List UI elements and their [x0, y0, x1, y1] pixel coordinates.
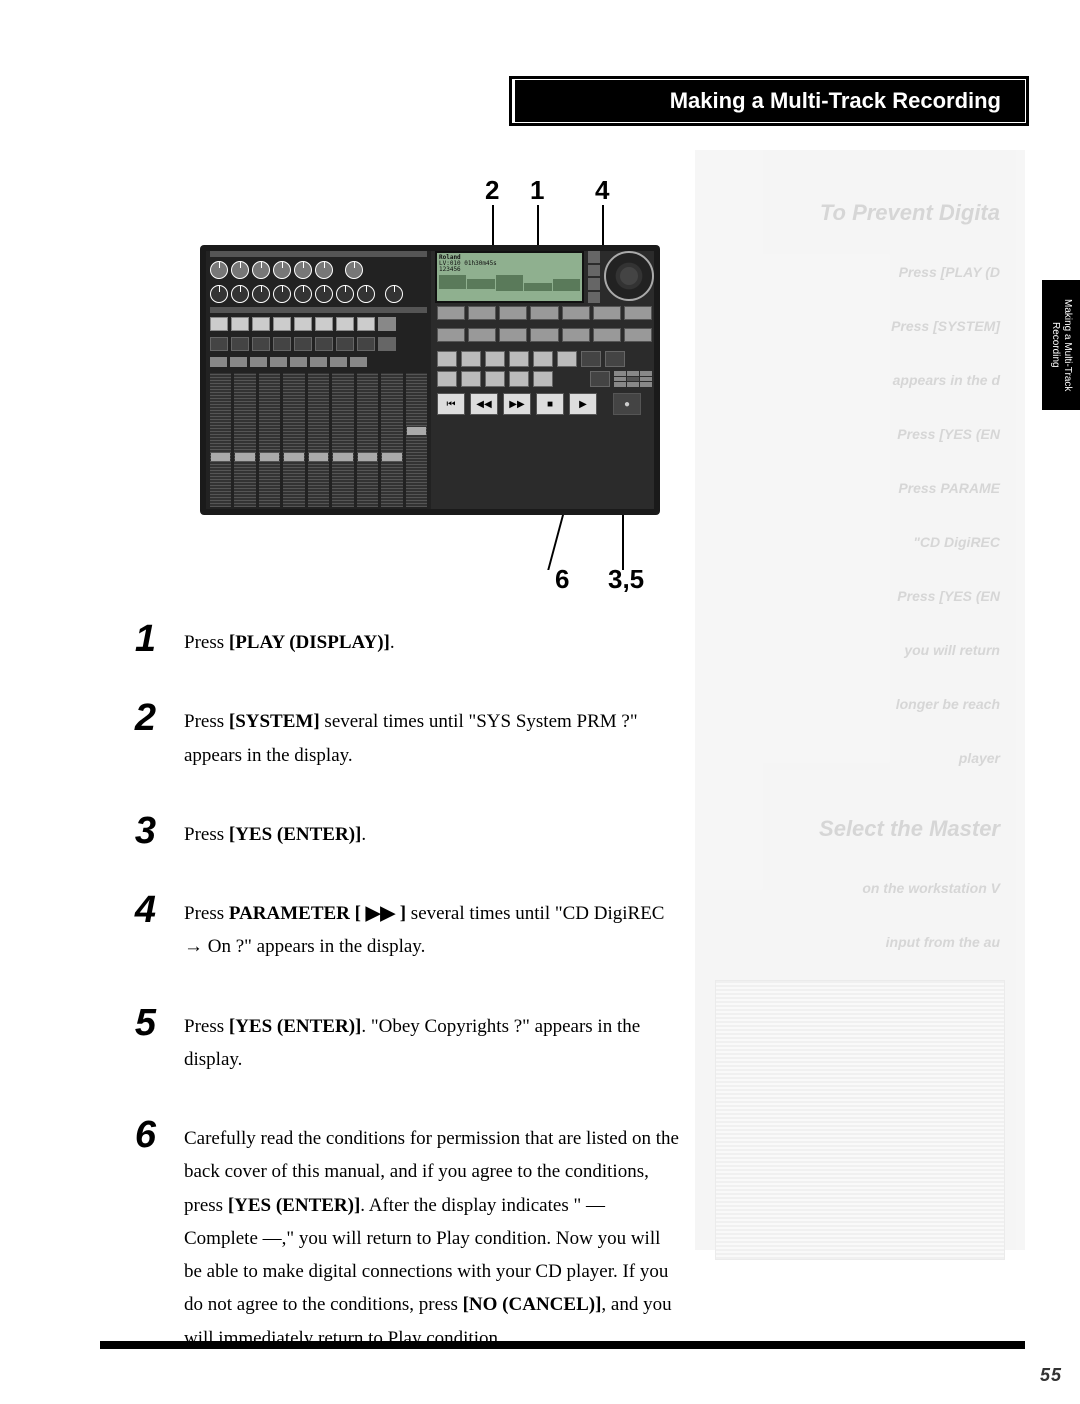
step-body: Press [SYSTEM] several times until "SYS … [184, 699, 680, 772]
play-icon: ▶ [569, 393, 597, 415]
section-header: Making a Multi-Track Recording [515, 80, 1025, 122]
mixer-section [206, 251, 431, 509]
transport-controls: ⏮ ◀◀ ▶▶ ■ ▶ ● [437, 393, 652, 415]
footer-rule [100, 1341, 1025, 1349]
lcd-display: Roland LV:010 01h30m45s 123456 [435, 251, 584, 303]
ghost-device-image [715, 980, 1005, 1260]
step-number: 2 [120, 699, 156, 737]
step-body: Press [PLAY (DISPLAY)]. [184, 620, 680, 659]
fwd-icon: ▶▶ [503, 393, 531, 415]
step-bold-text: [YES (ENTER)] [229, 1016, 361, 1037]
ghost-line: Press [YES (EN [695, 568, 1025, 604]
step-bold-text: [YES (ENTER)] [228, 1195, 360, 1216]
ghost-heading: To Prevent Digita [695, 180, 1025, 226]
step-bold-text: [PLAY (DISPLAY)] [229, 632, 390, 653]
step: 6 Carefully read the conditions for permi… [120, 1116, 680, 1355]
step: 3 Press [YES (ENTER)]. [120, 812, 680, 851]
rewind-icon: ⏮ [437, 393, 465, 415]
step-number: 6 [120, 1116, 156, 1154]
step-body: Press [YES (ENTER)]. "Obey Copyrights ?"… [184, 1004, 680, 1077]
step-body: Press PARAMETER [ ▶▶ ] several times unt… [184, 891, 680, 964]
callout-4: 4 [595, 175, 609, 206]
ghost-line: Press [PLAY (D [695, 244, 1025, 280]
ghost-line: you will return [695, 622, 1025, 658]
step-text: . [390, 632, 395, 653]
step: 5 Press [YES (ENTER)]. "Obey Copyrights ?… [120, 1004, 680, 1077]
lcd-line: 123456 [439, 266, 461, 273]
callout-line [602, 205, 604, 245]
control-section: Roland LV:010 01h30m45s 123456 [435, 251, 654, 509]
step-number: 1 [120, 620, 156, 658]
step-text: Press [184, 824, 229, 845]
ghost-line: Press [YES (EN [695, 406, 1025, 442]
step-number: 5 [120, 1004, 156, 1042]
ghost-line: Press PARAME [695, 460, 1025, 496]
callouts-top: 2 1 4 [200, 175, 660, 245]
callout-line [547, 515, 564, 570]
ghost-line: longer be reach [695, 676, 1025, 712]
thumb-tab: Making a Multi-Track Recording [1042, 280, 1080, 410]
step-bold-text: PARAMETER [ ▶▶ ] [229, 903, 406, 924]
step-text: Press [184, 1016, 229, 1037]
step-body: Carefully read the conditions for permis… [184, 1116, 680, 1355]
step: 1 Press [PLAY (DISPLAY)]. [120, 620, 680, 659]
ghost-line: input from the au [695, 914, 1025, 950]
device-diagram: 2 1 4 [200, 175, 660, 595]
ghost-line: Press [SYSTEM] [695, 298, 1025, 334]
callout-35: 3,5 [608, 564, 644, 595]
step-text: . [361, 824, 366, 845]
rec-icon: ● [613, 393, 641, 415]
function-buttons [435, 306, 654, 346]
callouts-bottom: 6 3,5 [200, 515, 660, 595]
callout-line [492, 205, 494, 245]
back-icon: ◀◀ [470, 393, 498, 415]
step-bold-text: [YES (ENTER)] [229, 824, 361, 845]
step-bold-text: [SYSTEM] [229, 711, 320, 732]
knob-row [206, 259, 431, 281]
lower-controls: ⏮ ◀◀ ▶▶ ■ ▶ ● [435, 349, 654, 509]
status-row [206, 335, 431, 353]
callout-6: 6 [555, 564, 569, 595]
callout-line [537, 205, 539, 245]
step: 4 Press PARAMETER [ ▶▶ ] several times un… [120, 891, 680, 964]
knob-row [206, 283, 431, 305]
step-bold-text: [NO (CANCEL)] [463, 1294, 602, 1315]
stop-icon: ■ [536, 393, 564, 415]
steps-list: 1 Press [PLAY (DISPLAY)]. 2 Press [SYSTEM] … [120, 620, 680, 1395]
fader-area [206, 371, 431, 509]
jog-wheel [604, 251, 654, 301]
step-text: Press [184, 711, 229, 732]
device-body: Roland LV:010 01h30m45s 123456 [200, 245, 660, 515]
step-number: 4 [120, 891, 156, 929]
meter-row [206, 355, 431, 369]
callout-1: 1 [530, 175, 544, 206]
ghost-subheading: Select the Master [695, 796, 1025, 842]
step-number: 3 [120, 812, 156, 850]
ghost-line: player [695, 730, 1025, 766]
cursor-pad [614, 371, 652, 387]
callout-2: 2 [485, 175, 499, 206]
ghost-line: on the workstation V [695, 860, 1025, 896]
step-text: Press [184, 903, 229, 924]
step-body: Press [YES (ENTER)]. [184, 812, 680, 851]
callout-line [622, 515, 624, 570]
select-row [206, 315, 431, 333]
ghost-panel: To Prevent Digita Press [PLAY (D Press [… [695, 150, 1025, 1250]
ghost-line: appears in the d [695, 352, 1025, 388]
page-number: 55 [1040, 1365, 1062, 1386]
step: 2 Press [SYSTEM] several times until "SYS… [120, 699, 680, 772]
section-title: Making a Multi-Track Recording [670, 88, 1001, 114]
ghost-line: "CD DigiREC [695, 514, 1025, 550]
step-text: Press [184, 632, 229, 653]
